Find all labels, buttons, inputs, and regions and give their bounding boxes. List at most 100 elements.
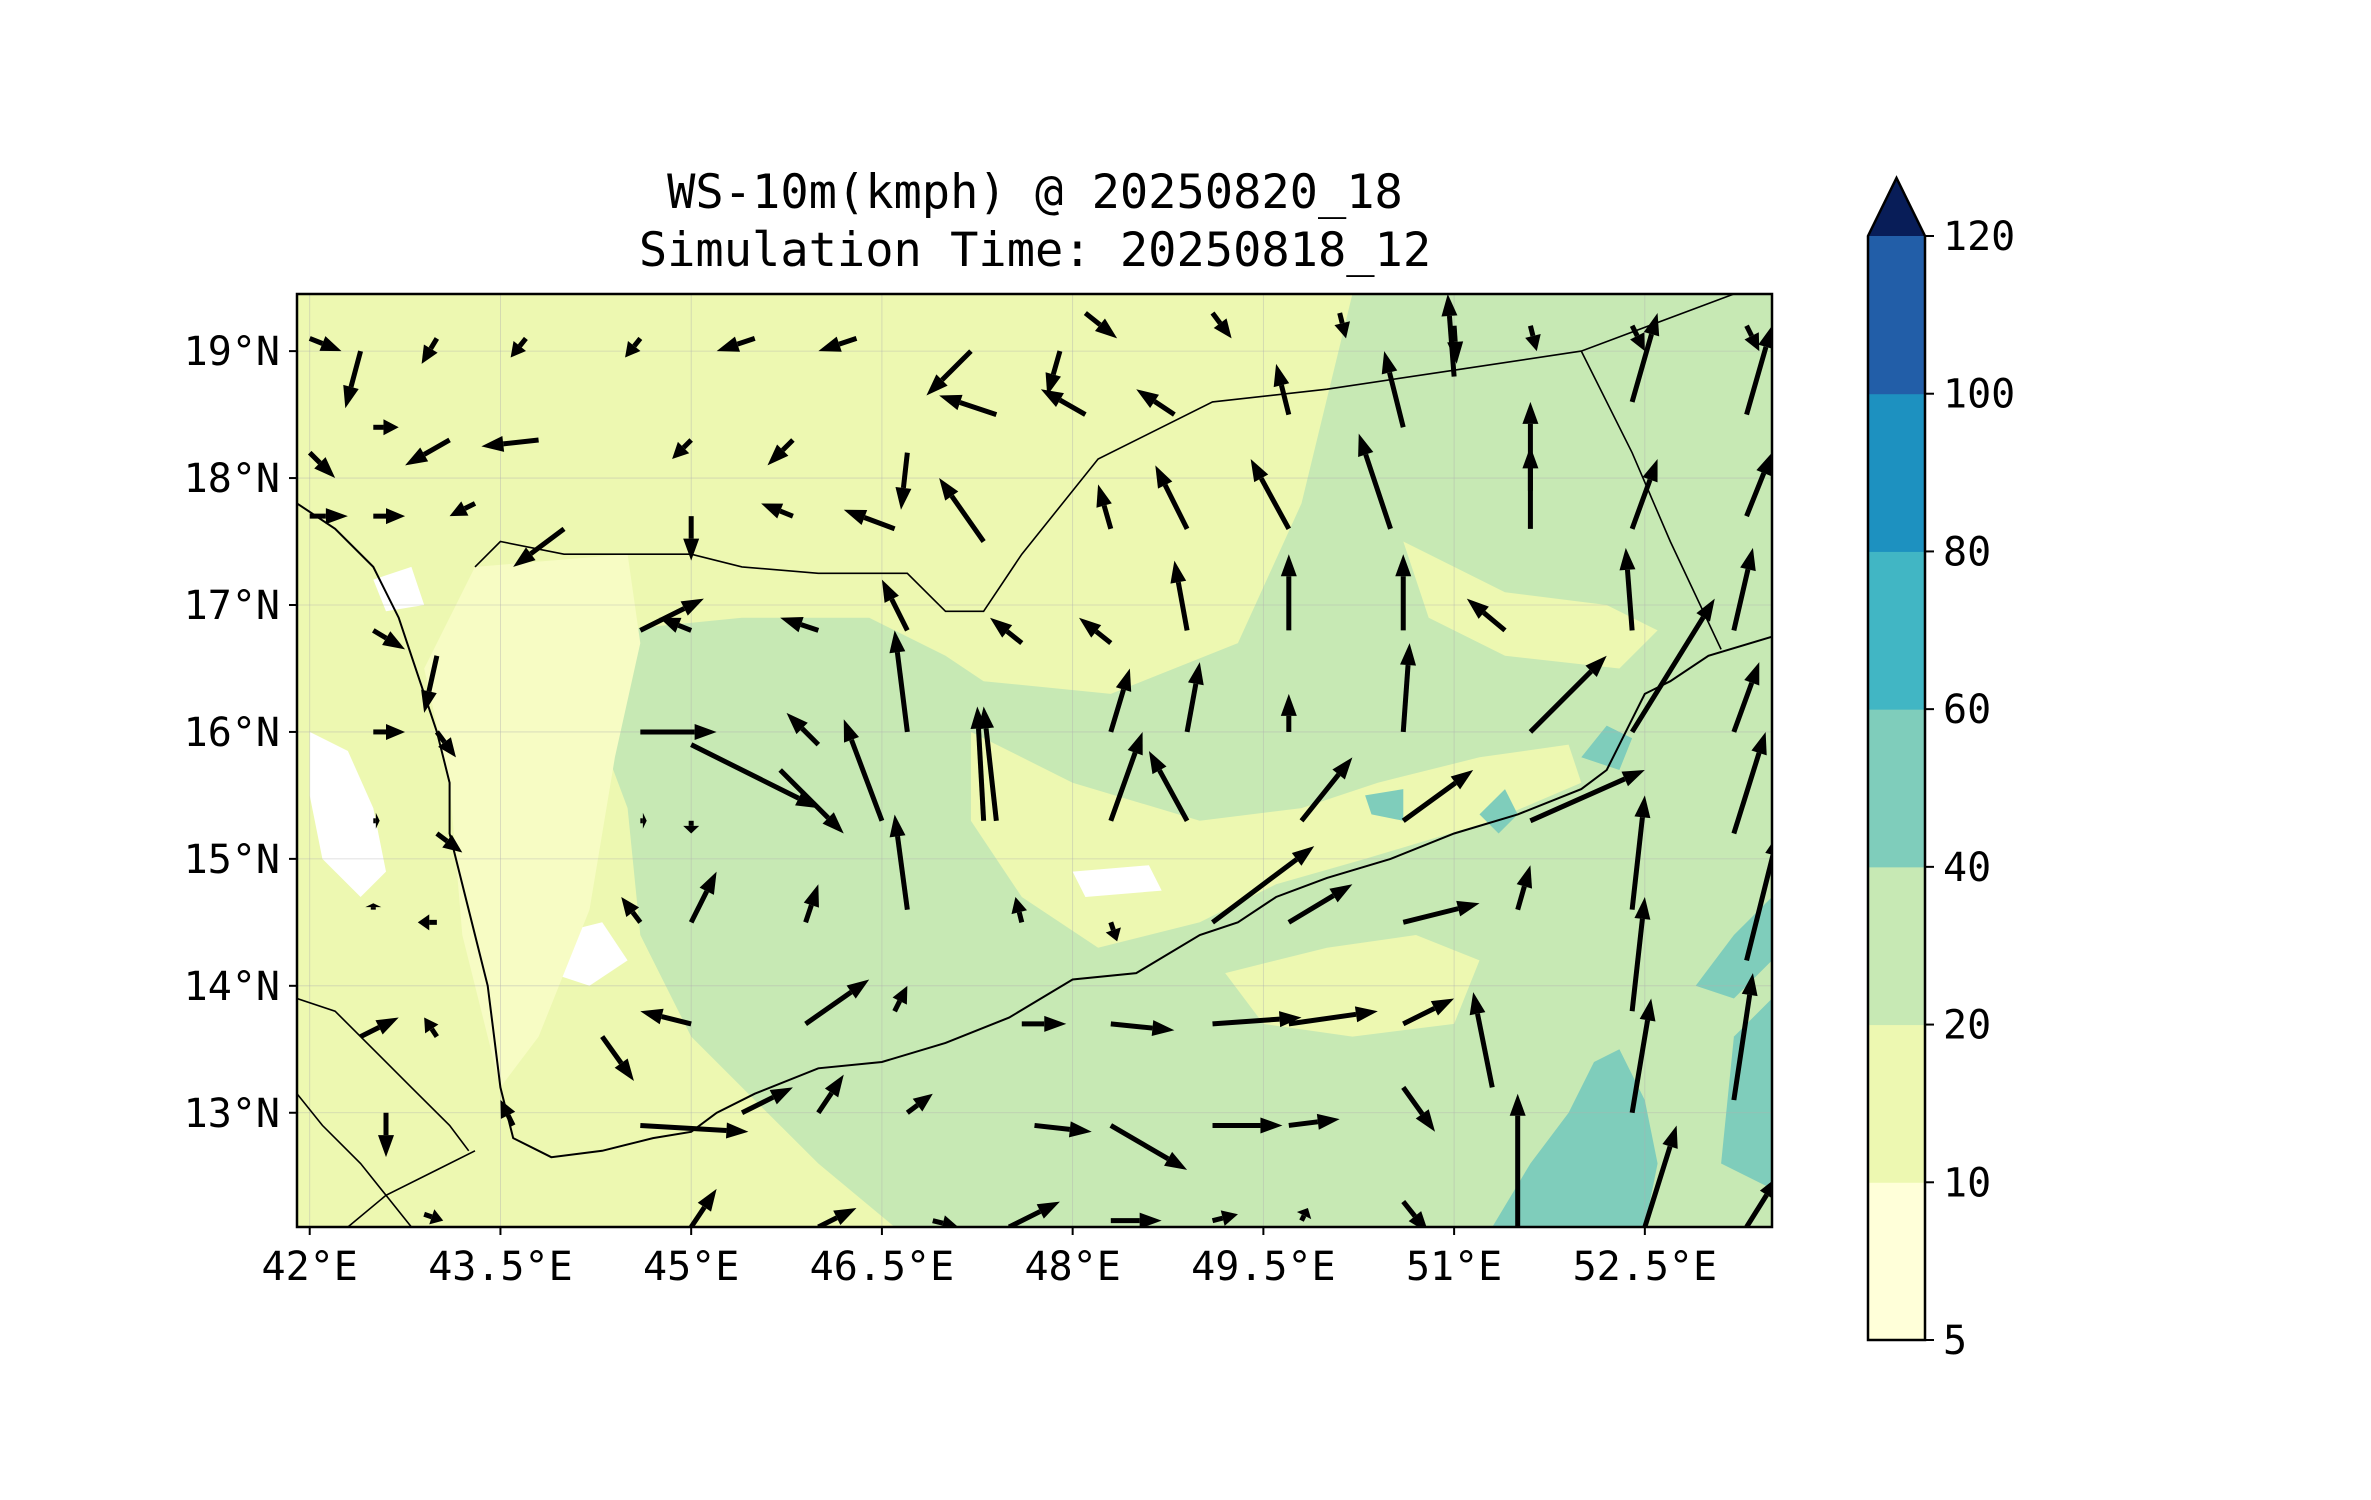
wind-arrow xyxy=(767,438,795,466)
wind-arrow xyxy=(740,1087,793,1115)
wind-arrow xyxy=(761,503,794,519)
wind-arrow xyxy=(1509,1093,1526,1227)
colorbar-segment xyxy=(1868,393,1925,552)
wind-arrow xyxy=(778,768,844,834)
wind-arrow xyxy=(1045,350,1063,396)
wind-arrow xyxy=(1525,325,1541,352)
wind-arrow xyxy=(373,723,406,740)
wind-arrow xyxy=(1108,731,1143,822)
speed-region-teal xyxy=(1695,897,1772,999)
wind-arrow xyxy=(423,1209,444,1225)
wind-arrow xyxy=(1381,351,1406,428)
y-tick-label: 14°N xyxy=(184,964,280,1010)
colorbar-segment xyxy=(1868,1182,1925,1341)
wind-arrow xyxy=(688,871,717,924)
wind-arrow xyxy=(1619,547,1636,631)
wind-arrow xyxy=(689,1188,717,1227)
wind-arrow xyxy=(307,450,336,479)
longitude-ticks: 42°E 43.5°E 45°E 46.5°E 48°E 49.5°E 51°E 52.5°E xyxy=(262,1227,1717,1290)
wind-arrow xyxy=(1731,662,1760,733)
coastline-path xyxy=(297,502,1772,1159)
wind-arrow xyxy=(640,1008,692,1027)
wind-arrow xyxy=(1629,459,1658,530)
wind-arrow xyxy=(500,1100,516,1127)
wind-arrow xyxy=(373,812,380,829)
wind-arrow xyxy=(309,508,348,525)
x-tick-label: 45°E xyxy=(643,1244,739,1290)
title-line-2: Simulation Time: 20250818_12 xyxy=(639,223,1431,278)
wind-arrow xyxy=(1170,560,1190,631)
wind-arrow xyxy=(510,336,528,358)
wind-arrow xyxy=(1744,325,1772,416)
border-path xyxy=(347,1150,476,1227)
wind-arrow xyxy=(1211,1210,1238,1226)
x-tick-label: 49.5°E xyxy=(1191,1244,1336,1290)
wind-arrow xyxy=(939,394,998,417)
colorbar-tick-label: 60 xyxy=(1943,687,1991,733)
wind-arrow xyxy=(1522,446,1539,529)
wind-arrow xyxy=(1034,1121,1092,1138)
wind-arrow xyxy=(1108,668,1132,733)
wind-arrow xyxy=(372,628,406,650)
wind-arrow xyxy=(1401,1200,1427,1227)
wind-arrow xyxy=(1630,598,1715,734)
wind-arrow xyxy=(1287,884,1353,925)
wind-arrow xyxy=(1731,547,1756,631)
wind-arrow xyxy=(1402,900,1480,925)
gridlines xyxy=(297,294,1772,1227)
wind-vectors xyxy=(307,294,1772,1227)
wind-arrow xyxy=(1211,846,1315,925)
wind-arrow xyxy=(640,812,647,829)
wind-arrow xyxy=(843,719,885,822)
wind-arrow xyxy=(816,1074,844,1115)
wind-arrow xyxy=(424,1017,439,1038)
wind-arrow xyxy=(1401,770,1474,823)
wind-arrow xyxy=(926,349,973,396)
x-tick-label: 42°E xyxy=(262,1244,358,1290)
wind-arrow xyxy=(905,1093,933,1115)
colorbar-segment xyxy=(1868,866,1925,1026)
wind-arrow xyxy=(889,814,910,910)
wind-arrow xyxy=(1629,998,1656,1114)
colorbar-tick-label: 100 xyxy=(1943,372,2015,418)
wind-arrow xyxy=(1288,1006,1378,1027)
wind-arrow xyxy=(1629,324,1645,352)
wind-arrow xyxy=(1040,389,1087,417)
colorbar-segment xyxy=(1868,551,1925,710)
border-path xyxy=(297,997,470,1152)
x-tick-label: 51°E xyxy=(1406,1244,1502,1290)
wind-arrow xyxy=(1395,554,1412,631)
wind-arrow xyxy=(625,336,643,358)
wind-arrow xyxy=(417,914,437,931)
wind-arrow xyxy=(435,831,463,853)
wind-arrow xyxy=(1184,662,1204,733)
map-axes: 42°E 43.5°E 45°E 46.5°E 48°E 49.5°E 51°E 52.5°E… xyxy=(184,292,1774,1290)
wind-arrow xyxy=(803,884,819,924)
wind-arrow xyxy=(343,350,363,409)
wind-arrow xyxy=(1110,1212,1162,1227)
speed-region-teal xyxy=(1365,789,1404,821)
border-path xyxy=(474,294,1735,613)
wind-arrow xyxy=(895,452,912,510)
y-tick-label: 13°N xyxy=(184,1091,280,1137)
wind-arrow xyxy=(843,509,896,532)
y-tick-label: 18°N xyxy=(184,456,280,502)
wind-arrow xyxy=(970,706,987,821)
colorbar-outline xyxy=(1866,175,1927,1342)
wind-arrow xyxy=(1744,1181,1772,1227)
wind-arrow xyxy=(1731,973,1758,1101)
title-line-1: WS-10m(kmph) @ 20250820_18 xyxy=(667,165,1403,220)
country-borders xyxy=(297,294,1735,1227)
wind-arrow xyxy=(1210,311,1232,339)
wind-arrow xyxy=(1441,294,1458,377)
y-tick-label: 19°N xyxy=(184,329,280,375)
colorbar-tick-label: 120 xyxy=(1943,214,2015,260)
speed-region-land xyxy=(767,338,1060,529)
colorbar-tick-label: 10 xyxy=(1943,1160,1991,1206)
wind-arrow xyxy=(378,1112,395,1158)
wind-arrow xyxy=(1629,795,1651,910)
y-tick-label: 15°N xyxy=(184,837,280,883)
border-path xyxy=(1580,350,1722,650)
wind-arrow xyxy=(1466,598,1507,633)
wind-arrow xyxy=(1096,484,1114,530)
